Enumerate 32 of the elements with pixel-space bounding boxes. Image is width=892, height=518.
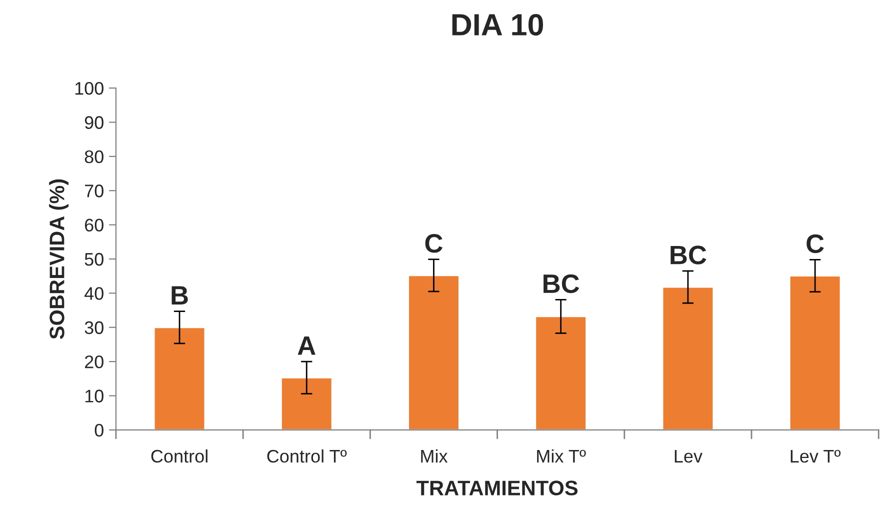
x-axis-title: TRATAMIENTOS: [416, 480, 578, 496]
annotation: C: [806, 234, 824, 254]
y-tick-label: 70: [85, 184, 104, 198]
x-tick-label: Control: [151, 449, 208, 463]
bar: [534, 316, 587, 430]
y-axis-title: SOBREVIDA (%): [49, 179, 68, 340]
y-tick-label: 10: [85, 390, 104, 402]
x-tick-label: Lev: [674, 450, 702, 463]
bar: [408, 274, 460, 430]
bar: [662, 286, 714, 430]
y-tick-label: 60: [84, 218, 104, 232]
y-tick-label: 20: [84, 356, 104, 368]
y-tick-label: 90: [84, 116, 104, 129]
y-tick-label: 80: [84, 150, 104, 164]
annotation: BC: [544, 274, 580, 294]
annotation: BC: [670, 246, 706, 264]
x-tick-label: Control Tº: [267, 449, 347, 463]
annotation: C: [425, 234, 443, 253]
x-tick-label: Mix: [421, 449, 448, 462]
y-tick-label: 40: [84, 287, 104, 300]
chart-title: DIA 10: [452, 14, 544, 36]
bar: [153, 326, 206, 430]
bar: [280, 376, 333, 430]
y-tick-label: 50: [84, 252, 104, 266]
annotation: B: [172, 286, 188, 304]
x-tick-label: Lev Tº: [790, 450, 841, 463]
bar: [788, 275, 842, 430]
y-tick-label: 0: [94, 424, 104, 437]
y-tick-label: 100: [75, 82, 104, 95]
y-tick-label: 30: [84, 321, 104, 334]
annotation: A: [298, 336, 316, 355]
x-tick-label: Mix Tº: [537, 449, 586, 462]
